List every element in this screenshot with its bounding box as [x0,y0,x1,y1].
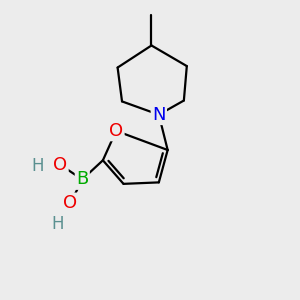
Text: O: O [63,194,78,212]
Text: H: H [32,157,44,175]
Text: H: H [51,214,64,232]
Text: N: N [152,106,166,124]
Text: O: O [53,156,67,174]
Text: B: B [76,170,88,188]
Text: O: O [109,122,123,140]
